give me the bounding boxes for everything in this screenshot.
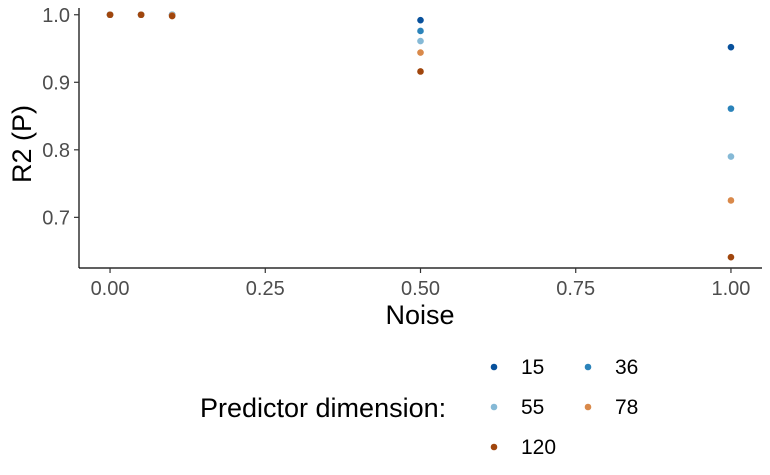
legend-label-36: 36 xyxy=(615,356,638,379)
y-axis-title: R2 (P) xyxy=(7,105,37,183)
data-point-78 xyxy=(417,49,424,56)
y-tick-label: 0.8 xyxy=(42,140,70,162)
x-tick-label: 0.50 xyxy=(401,278,440,300)
legend-label-78: 78 xyxy=(615,396,638,419)
data-point-120 xyxy=(106,11,114,19)
y-axis-ticks: 0.7 0.8 0.9 1.0 xyxy=(42,5,79,229)
data-point-15 xyxy=(727,43,735,51)
y-tick-label: 0.9 xyxy=(42,72,70,94)
data-point-120 xyxy=(168,12,176,20)
legend-key-120 xyxy=(490,443,498,451)
x-tick-label: 0.00 xyxy=(91,278,130,300)
data-points xyxy=(106,11,735,261)
legend-label-15: 15 xyxy=(521,356,544,379)
legend-key-78 xyxy=(584,403,592,411)
data-point-36 xyxy=(727,105,735,112)
x-tick-label: 0.25 xyxy=(246,278,285,300)
legend-title: Predictor dimension: xyxy=(200,393,446,423)
data-point-120 xyxy=(417,68,424,75)
legend: 15 36 55 78 120 xyxy=(490,356,638,459)
x-tick-label: 0.75 xyxy=(556,278,595,300)
x-axis-title: Noise xyxy=(385,300,454,330)
axes xyxy=(78,8,762,269)
x-axis-ticks: 0.00 0.25 0.50 0.75 1.00 xyxy=(91,268,750,300)
data-point-120 xyxy=(727,253,735,261)
legend-label-120: 120 xyxy=(521,436,556,459)
x-tick-label: 1.00 xyxy=(711,278,750,300)
data-point-15 xyxy=(417,16,424,24)
y-tick-label: 1.0 xyxy=(42,5,70,27)
y-tick-label: 0.7 xyxy=(42,207,70,229)
legend-key-15 xyxy=(490,363,498,371)
legend-key-55 xyxy=(490,403,498,411)
data-point-36 xyxy=(417,27,424,35)
legend-label-55: 55 xyxy=(521,396,544,419)
data-point-55 xyxy=(727,153,735,160)
legend-key-36 xyxy=(584,363,592,371)
data-point-55 xyxy=(417,37,424,45)
data-point-78 xyxy=(727,197,735,204)
data-point-120 xyxy=(137,11,145,19)
